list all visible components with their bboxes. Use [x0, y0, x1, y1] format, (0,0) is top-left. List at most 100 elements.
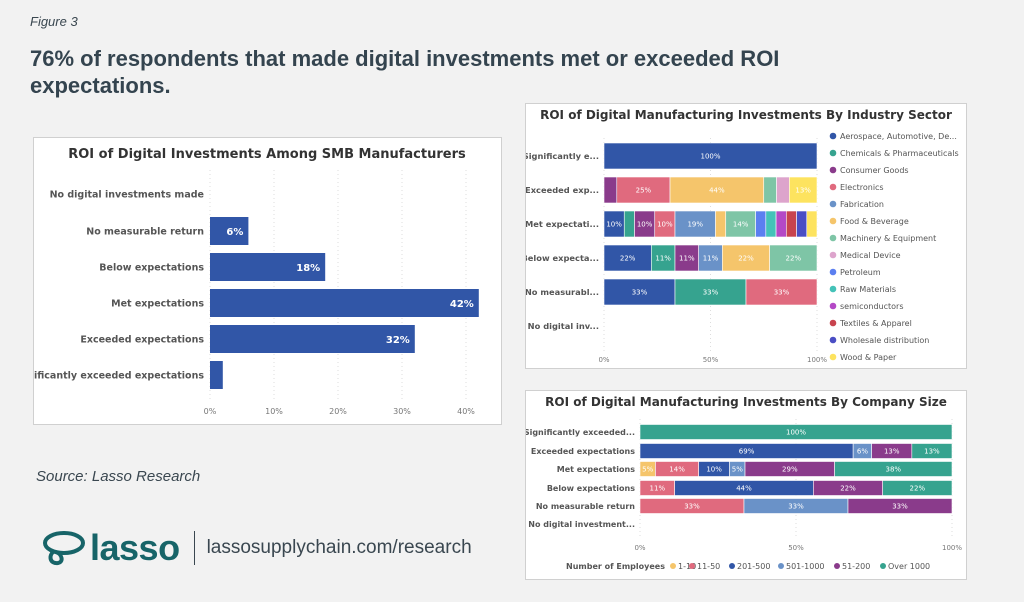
data-label: 19%	[687, 221, 703, 229]
data-label: 33%	[684, 503, 700, 511]
legend-marker	[829, 166, 837, 174]
data-label: 33%	[632, 289, 648, 297]
bar	[210, 217, 249, 245]
research-url[interactable]: lassosupplychain.com/research	[206, 537, 472, 558]
bar-segment	[674, 210, 716, 238]
category-label: Significantly e...	[526, 151, 599, 161]
category-label: No measurabl...	[526, 287, 599, 297]
data-label: 11%	[650, 485, 666, 493]
category-label: Significantly exceeded...	[526, 428, 635, 437]
legend-label: Machinery & Equipment	[840, 234, 936, 243]
logo-wordmark: lasso	[90, 527, 180, 568]
data-label: 13%	[884, 448, 900, 456]
bar-segment	[603, 244, 652, 272]
legend-label: Over 1000	[888, 562, 930, 571]
legend-marker	[829, 319, 837, 327]
bar-segment	[847, 498, 953, 514]
legend-marker	[829, 302, 837, 310]
data-label: 25%	[636, 187, 652, 195]
x-tick-label: 50%	[703, 356, 719, 364]
bar-segment	[715, 210, 727, 238]
data-label: 22%	[840, 485, 856, 493]
legend-label: Electronics	[840, 183, 884, 192]
legend-label: Consumer Goods	[840, 166, 909, 175]
data-label: 38%	[886, 466, 902, 474]
data-label: 18%	[296, 263, 320, 274]
category-label: Met expectations	[111, 299, 204, 310]
data-label: 22%	[738, 255, 754, 263]
category-label: Significantly exceeded expectations	[34, 371, 204, 382]
bar-segment	[603, 278, 676, 306]
legend-label: Textiles & Apparel	[839, 319, 912, 328]
data-label: 10%	[706, 466, 722, 474]
legend-marker	[829, 132, 837, 140]
bar	[210, 289, 479, 317]
data-label: 33%	[892, 503, 908, 511]
data-label: 100%	[700, 153, 720, 161]
data-label: 6%	[857, 448, 868, 456]
data-label: 11%	[679, 255, 695, 263]
bar-segment	[603, 176, 618, 204]
data-label: 10%	[606, 221, 622, 229]
legend-marker	[829, 183, 837, 191]
bar-segment	[722, 244, 770, 272]
category-label: Below expecta...	[526, 253, 599, 263]
legend-label: Medical Device	[840, 251, 901, 260]
lasso-logo: lasso lassosupplychain.com/research	[40, 527, 472, 569]
data-label: 5%	[642, 466, 653, 474]
x-tick-label: 100%	[807, 356, 827, 364]
x-tick-label: 0%	[598, 356, 609, 364]
category-label: No digital investments made	[50, 190, 204, 201]
data-label: 33%	[774, 289, 790, 297]
bar-segment	[775, 210, 787, 238]
data-label: 33%	[703, 289, 719, 297]
legend-marker	[829, 200, 837, 208]
data-label: 11%	[703, 255, 719, 263]
bar-segment	[776, 176, 790, 204]
smb-roi-chart: ROI of Digital Investments Among SMB Man…	[10, 137, 502, 425]
bar-segment	[769, 244, 818, 272]
bar-segment	[639, 424, 953, 440]
bar-segment	[911, 443, 953, 459]
category-label: Below expectations	[99, 263, 204, 274]
x-tick-label: 20%	[329, 407, 347, 416]
x-tick-label: 40%	[457, 407, 475, 416]
data-label: 44%	[709, 187, 725, 195]
x-tick-label: 0%	[204, 407, 217, 416]
bar	[210, 361, 223, 389]
legend-title: Number of Employees	[566, 562, 665, 571]
legend-marker	[829, 251, 837, 259]
data-label: 22%	[620, 255, 636, 263]
legend-label: 201-500	[737, 562, 770, 571]
lasso-loop-icon	[43, 531, 85, 566]
legend-marker	[829, 285, 837, 293]
x-tick-label: 30%	[393, 407, 411, 416]
data-label: 44%	[736, 485, 752, 493]
x-tick-label: 0%	[634, 544, 645, 552]
bar	[210, 253, 326, 281]
data-label: 100%	[786, 429, 806, 437]
headline: 76% of respondents that made digital inv…	[30, 46, 780, 98]
data-label: 10%	[637, 221, 653, 229]
legend-label: Fabrication	[840, 200, 884, 209]
bar-segment	[796, 210, 808, 238]
source-note: Source: Lasso Research	[36, 468, 201, 485]
data-label: 22%	[786, 255, 802, 263]
legend-marker	[829, 336, 837, 344]
bar-segment	[882, 480, 953, 496]
legend-marker	[829, 149, 837, 157]
legend-label: Aerospace, Automotive, De...	[840, 132, 957, 141]
data-label: 14%	[733, 221, 749, 229]
legend-label: 11-50	[697, 562, 720, 571]
legend-marker	[829, 234, 837, 242]
bar-segment	[785, 210, 797, 238]
legend-marker	[829, 353, 837, 361]
bar-segment	[674, 278, 747, 306]
category-label: Met expectati...	[526, 219, 599, 229]
data-label: 10%	[657, 221, 673, 229]
legend-label: Petroleum	[840, 268, 881, 277]
data-label: 5%	[732, 466, 743, 474]
category-label: Below expectations	[547, 484, 635, 493]
data-label: 32%	[386, 335, 410, 346]
bar-segment	[765, 210, 777, 238]
